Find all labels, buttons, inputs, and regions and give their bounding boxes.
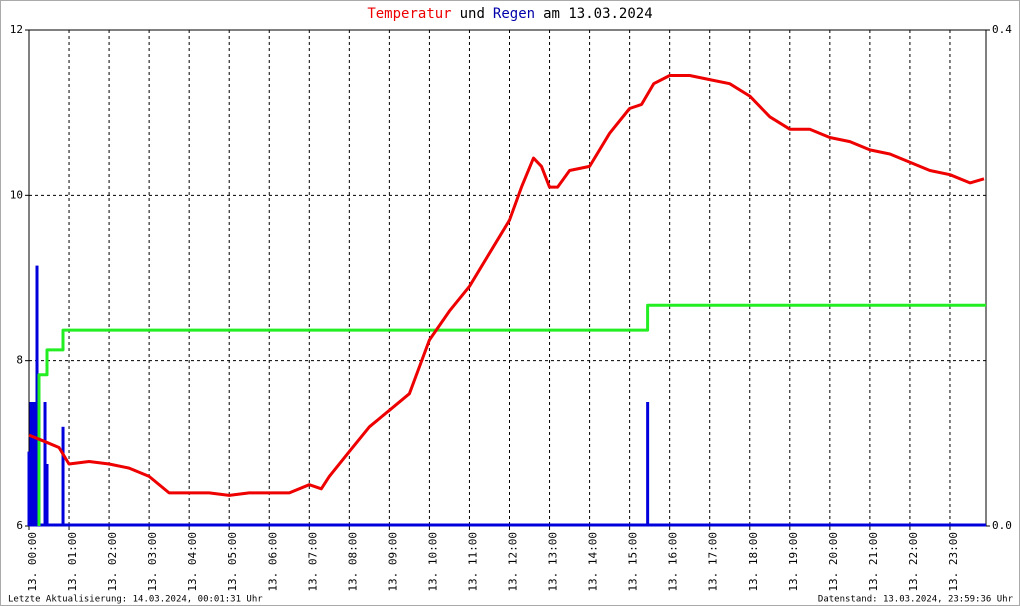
- x-tick-label: 13. 01:00: [66, 532, 79, 592]
- rain-bar: [31, 402, 35, 526]
- x-tick-label: 13. 12:00: [507, 532, 520, 592]
- rain-bar: [33, 402, 37, 526]
- x-tick-label: 13. 07:00: [306, 532, 319, 592]
- footer-left: Letzte Aktualisierung: 14.03.2024, 00:01…: [8, 595, 263, 605]
- x-tick-label: 13. 08:00: [346, 532, 359, 592]
- y-tick-label: 10: [10, 188, 23, 201]
- x-tick-label: 13. 23:00: [947, 532, 960, 592]
- x-tick-label: 13. 14:00: [587, 532, 600, 592]
- rain-bar: [43, 402, 47, 526]
- rain-bar: [29, 402, 33, 526]
- x-tick-label: 13. 22:00: [907, 532, 920, 592]
- rain-bar: [45, 464, 49, 526]
- rain-bar: [646, 402, 650, 526]
- x-tick-label: 13. 05:00: [226, 532, 239, 592]
- x-tick-label: 13. 16:00: [667, 532, 680, 592]
- y-tick-label: 12: [10, 23, 23, 36]
- x-tick-label: 13. 17:00: [707, 532, 720, 592]
- footer-right: Datenstand: 13.03.2024, 23:59:36 Uhr: [818, 595, 1014, 605]
- x-tick-label: 13. 11:00: [466, 532, 479, 592]
- rain-bar: [61, 426, 65, 526]
- title-part: Regen: [493, 6, 535, 22]
- y-tick-label: 8: [16, 354, 23, 367]
- x-tick-label: 13. 02:00: [106, 532, 119, 592]
- rain-bar: [35, 265, 39, 526]
- y-tick-label: 6: [16, 519, 23, 532]
- y2-tick-label: 0.4: [992, 23, 1012, 36]
- x-tick-label: 13. 18:00: [747, 532, 760, 592]
- x-tick-label: 13. 15:00: [627, 532, 640, 592]
- x-tick-label: 13. 00:00: [26, 532, 39, 592]
- chart-title: Temperatur und Regen am 13.03.2024: [367, 6, 652, 22]
- x-tick-label: 13. 20:00: [827, 532, 840, 592]
- y2-tick-label: 0.0: [992, 519, 1012, 532]
- title-part: am 13.03.2024: [543, 6, 653, 22]
- x-tick-label: 13. 19:00: [787, 532, 800, 592]
- title-part: Temperatur: [367, 6, 451, 22]
- x-tick-label: 13. 06:00: [266, 532, 279, 592]
- x-tick-label: 13. 10:00: [426, 532, 439, 592]
- x-tick-label: 13. 13:00: [547, 532, 560, 592]
- series-line: [37, 303, 986, 526]
- x-tick-label: 13. 04:00: [186, 532, 199, 592]
- rain-bar: [27, 451, 31, 526]
- x-tick-label: 13. 03:00: [146, 532, 159, 592]
- x-tick-label: 13. 09:00: [386, 532, 399, 592]
- x-tick-label: 13. 21:00: [867, 532, 880, 592]
- title-part: und: [460, 6, 485, 22]
- series-line: [28, 74, 985, 497]
